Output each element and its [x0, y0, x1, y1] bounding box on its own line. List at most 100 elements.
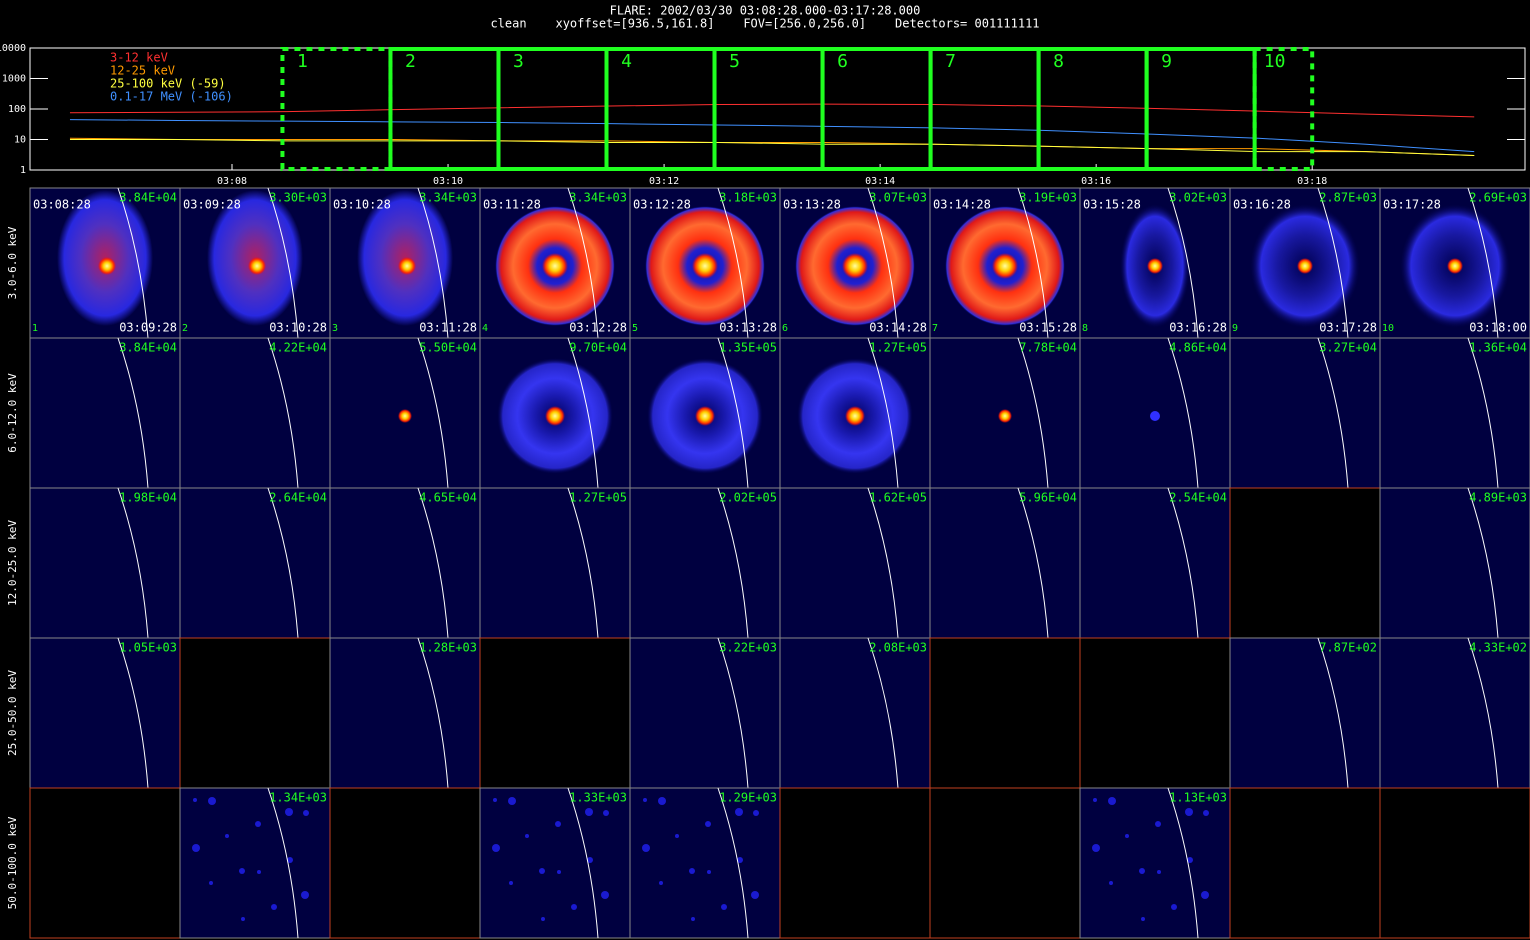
image-cell — [929, 637, 1081, 789]
end-time: 03:14:28 — [869, 321, 927, 335]
cell-bg — [29, 787, 181, 939]
speckle — [658, 797, 666, 805]
speckle — [493, 798, 497, 802]
interval-label: 4 — [621, 51, 632, 72]
source-core — [695, 406, 715, 426]
image-cell: 1.13E+03 — [1079, 787, 1231, 939]
speckle — [643, 798, 647, 802]
max-value: 1.05E+03 — [119, 641, 177, 655]
source-core — [1150, 411, 1160, 421]
image-cell: 4.22E+04 — [179, 337, 331, 489]
limb — [267, 787, 299, 939]
end-time: 03:17:28 — [1319, 321, 1377, 335]
source-core — [398, 257, 416, 275]
image-cell: 1.29E+03 — [629, 787, 781, 939]
start-time: 03:15:28 — [1083, 198, 1141, 212]
image-cell: 1.27E+05 — [479, 487, 631, 639]
max-value: 9.70E+04 — [569, 341, 627, 355]
cell-bg — [1079, 637, 1231, 789]
energy-label: 6.0-12.0 keV — [6, 373, 19, 453]
limb — [717, 487, 749, 639]
limb — [117, 487, 149, 639]
limb — [117, 337, 149, 489]
image-cell: 1.98E+04 — [29, 487, 181, 639]
cell-bg — [779, 487, 931, 639]
cell-bg — [29, 487, 181, 639]
limb — [117, 637, 149, 789]
limb — [1467, 487, 1499, 639]
max-value: 1.28E+03 — [419, 641, 477, 655]
image-cell: 3.27E+04 — [1229, 337, 1381, 489]
interval-label: 2 — [405, 51, 416, 72]
limb — [1467, 337, 1499, 489]
series-line — [69, 139, 1475, 156]
image-cell: 3.34E+03 03:10:28 03:11:28 3 — [329, 187, 481, 339]
source-core — [248, 257, 266, 275]
cell-index: 4 — [482, 323, 488, 334]
source-core — [845, 406, 865, 426]
y-tick-label: 100 — [8, 104, 26, 115]
max-value: 2.87E+03 — [1319, 191, 1377, 205]
image-cell: 7.87E+02 — [1229, 637, 1381, 789]
limb — [117, 187, 149, 339]
start-time: 03:12:28 — [633, 198, 691, 212]
cell-bg — [1229, 337, 1381, 489]
cell-bg — [29, 337, 181, 489]
image-cell: 1.34E+03 — [179, 787, 331, 939]
cell-bg — [1379, 337, 1530, 489]
image-cell: 3.07E+03 03:13:28 03:14:28 6 — [779, 187, 931, 339]
max-value: 3.27E+04 — [1319, 341, 1377, 355]
cell-bg — [329, 637, 481, 789]
image-cell: 3.19E+03 03:14:28 03:15:28 7 — [929, 187, 1081, 339]
limb — [717, 337, 749, 489]
max-value: 4.33E+02 — [1469, 641, 1527, 655]
image-cell — [29, 787, 181, 939]
interval-label: 7 — [945, 51, 956, 72]
speckle — [271, 904, 277, 910]
max-value: 3.34E+03 — [419, 191, 477, 205]
x-tick-label: 03:08 — [217, 176, 247, 187]
speckle — [555, 821, 561, 827]
image-cell: 7.78E+04 — [929, 337, 1081, 489]
speckle — [539, 868, 545, 874]
max-value: 2.02E+05 — [719, 491, 777, 505]
cell-bg — [779, 637, 931, 789]
speckle — [1171, 904, 1177, 910]
image-cell: 9.70E+04 — [479, 337, 631, 489]
max-value: 3.02E+03 — [1169, 191, 1227, 205]
speckle — [192, 844, 200, 852]
start-time: 03:14:28 — [933, 198, 991, 212]
speckle — [675, 834, 679, 838]
image-cell — [1229, 487, 1381, 639]
max-value: 3.22E+03 — [719, 641, 777, 655]
max-value: 2.54E+04 — [1169, 491, 1227, 505]
image-cell: 3.18E+03 03:12:28 03:13:28 5 — [629, 187, 781, 339]
interval-label: 6 — [837, 51, 848, 72]
source-core — [842, 253, 868, 279]
speckle — [659, 881, 663, 885]
speckle — [1093, 798, 1097, 802]
speckle — [1125, 834, 1129, 838]
limb — [1317, 337, 1349, 489]
max-value: 3.84E+04 — [119, 341, 177, 355]
energy-label: 3.0-6.0 keV — [6, 226, 19, 299]
cell-index: 7 — [932, 323, 938, 334]
energy-label: 12.0-25.0 keV — [6, 520, 19, 606]
speckle — [1185, 808, 1193, 816]
max-value: 3.30E+03 — [269, 191, 327, 205]
series-line — [69, 103, 1475, 118]
max-value: 1.29E+03 — [719, 791, 777, 805]
y-tick-label: 1000 — [2, 74, 26, 85]
cell-index: 8 — [1082, 323, 1088, 334]
speckle — [603, 810, 609, 816]
speckle — [257, 870, 261, 874]
interval-label: 3 — [513, 51, 524, 72]
series-line — [69, 119, 1475, 153]
max-value: 7.87E+02 — [1319, 641, 1377, 655]
speckle — [255, 821, 261, 827]
limb — [567, 187, 599, 339]
legend-entry: 3-12 keV — [110, 51, 168, 65]
image-cell: 3.02E+03 03:15:28 03:16:28 8 — [1079, 187, 1231, 339]
